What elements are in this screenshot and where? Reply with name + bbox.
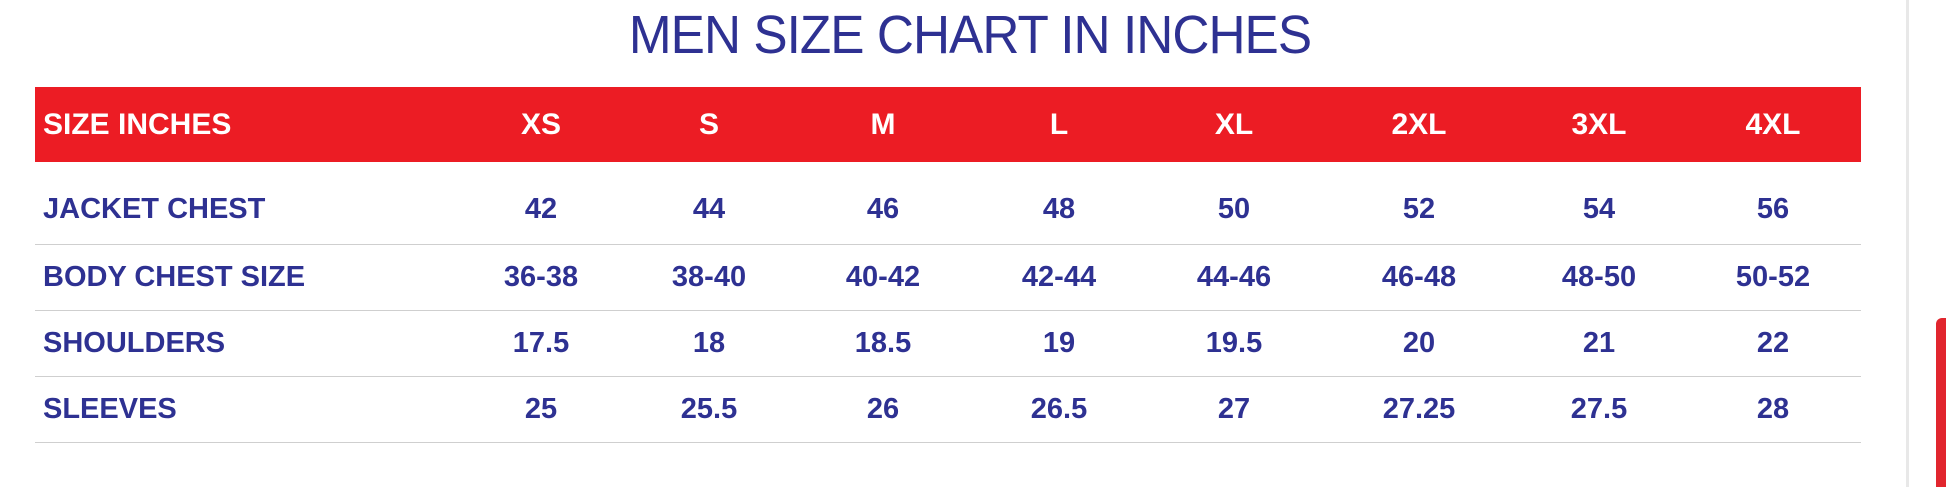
table-cell: 27	[1217, 392, 1251, 425]
row-label: JACKET CHEST	[43, 193, 266, 226]
table-cell: 38-40	[671, 260, 747, 293]
table-cell: 42	[524, 193, 558, 226]
table-cell: 21	[1582, 326, 1616, 359]
table-cell: 36-38	[503, 260, 579, 293]
size-chart-table: SIZE INCHES XS S M L XL 2XL 3XL 4XL JACK…	[35, 87, 1861, 443]
table-cell: 46	[866, 193, 900, 226]
table-cell: 50	[1217, 193, 1251, 226]
table-cell: 19.5	[1205, 326, 1263, 359]
header-size-s: S	[698, 107, 719, 141]
table-cell: 50-52	[1735, 260, 1811, 293]
header-size-3xl: 3XL	[1571, 107, 1627, 141]
header-size-m: M	[870, 107, 896, 141]
table-cell: 48	[1042, 193, 1076, 226]
table-cell: 44	[692, 193, 726, 226]
scrollbar-thumb[interactable]	[1936, 318, 1946, 487]
table-row-jacket-chest: JACKET CHEST 42 44 46 48 50 52 54 56	[35, 162, 1861, 244]
table-cell: 26.5	[1030, 392, 1088, 425]
table-header-row: SIZE INCHES XS S M L XL 2XL 3XL 4XL	[35, 87, 1861, 162]
table-cell: 18	[692, 326, 726, 359]
table-cell: 56	[1756, 193, 1790, 226]
header-size-4xl: 4XL	[1745, 107, 1801, 141]
table-row-shoulders: SHOULDERS 17.5 18 18.5 19 19.5 20 21 22	[35, 310, 1861, 376]
header-size-inches: SIZE INCHES	[43, 107, 232, 141]
page-title: MEN SIZE CHART IN INCHES	[628, 5, 1312, 65]
table-cell: 19	[1042, 326, 1076, 359]
table-cell: 18.5	[854, 326, 912, 359]
table-cell: 48-50	[1561, 260, 1637, 293]
row-label: SLEEVES	[43, 392, 177, 425]
table-row-body-chest-size: BODY CHEST SIZE 36-38 38-40 40-42 42-44 …	[35, 244, 1861, 310]
scrollbar-divider	[1906, 0, 1909, 487]
table-cell: 27.25	[1382, 392, 1456, 425]
table-row-sleeves: SLEEVES 25 25.5 26 26.5 27 27.25 27.5 28	[35, 376, 1861, 442]
table-cell: 52	[1402, 193, 1436, 226]
table-cell: 40-42	[845, 260, 921, 293]
table-cell: 20	[1402, 326, 1436, 359]
header-size-l: L	[1049, 107, 1069, 141]
table-cell: 26	[866, 392, 900, 425]
table-cell: 46-48	[1381, 260, 1457, 293]
table-cell: 54	[1582, 193, 1616, 226]
header-size-xs: XS	[520, 107, 562, 141]
row-label: BODY CHEST SIZE	[43, 260, 306, 293]
table-cell: 22	[1756, 326, 1790, 359]
table-cell: 17.5	[512, 326, 570, 359]
header-size-2xl: 2XL	[1391, 107, 1447, 141]
row-label: SHOULDERS	[43, 326, 226, 359]
table-cell: 44-46	[1196, 260, 1272, 293]
table-cell: 25	[524, 392, 558, 425]
table-cell: 42-44	[1021, 260, 1097, 293]
table-cell: 27.5	[1570, 392, 1628, 425]
table-cell: 28	[1756, 392, 1790, 425]
table-cell: 25.5	[680, 392, 738, 425]
header-size-xl: XL	[1214, 107, 1254, 141]
